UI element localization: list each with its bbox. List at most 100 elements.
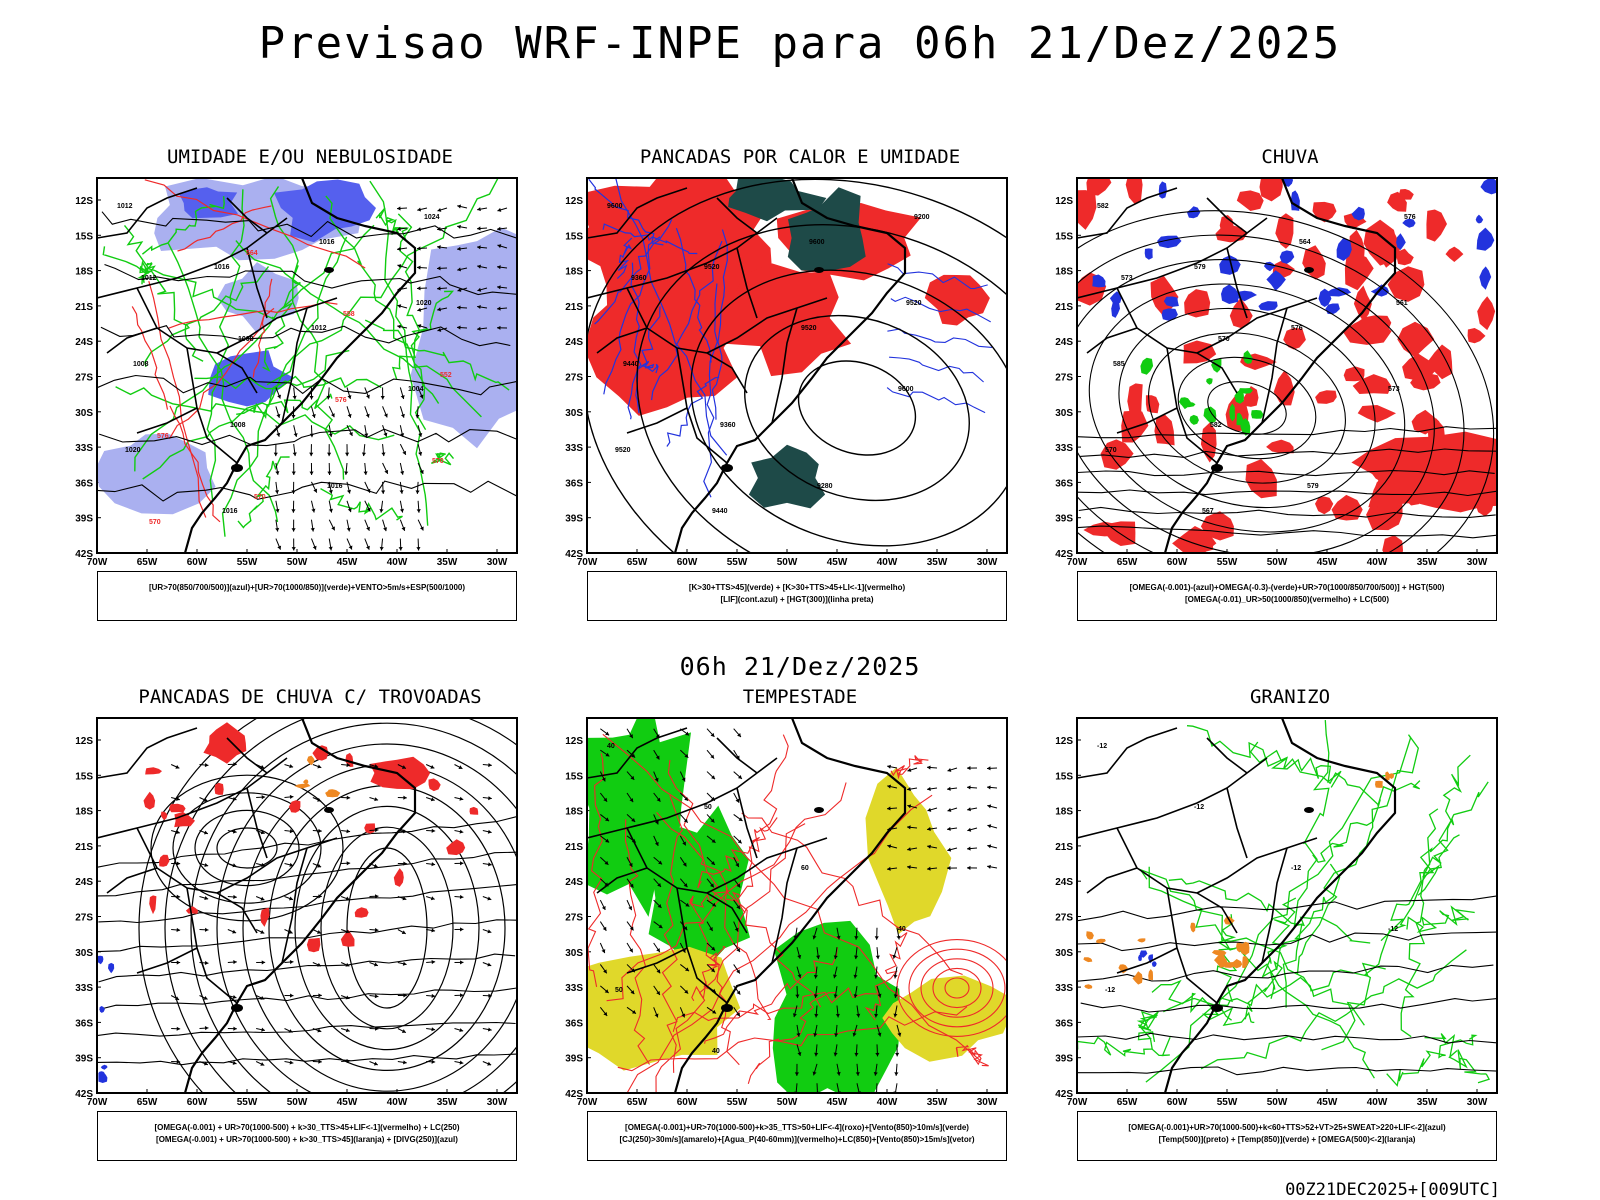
lat-tick-label: 27S [75, 373, 93, 384]
lat-tick-label: 24S [565, 877, 583, 888]
lat-tick-label: 30S [75, 408, 93, 419]
legend-text: [CJ(250)>30m/s](amarelo)+[Agua_P(40-60mm… [619, 1135, 975, 1144]
contour-label: 1004 [408, 386, 424, 393]
contour-label: 9440 [712, 508, 728, 515]
lat-tick-label: 42S [75, 549, 93, 560]
legend-text: [OMEGA(-0.001)+UR>70(1000-500)+k>35_TTS>… [625, 1123, 969, 1132]
contour-label: 576 [1404, 214, 1416, 221]
contour-label: 570 [1105, 447, 1117, 454]
lon-tick-label: 70W [87, 557, 108, 568]
legend-text: [UR>70(850/700/500)](azul)+[UR>70(1000/8… [148, 583, 466, 592]
map-content: 40 50 60 40 50 40 [587, 718, 1007, 1093]
contour-label: 1012 [141, 275, 157, 282]
legend-text: [OMEGA(-0.001) + UR>70(1000-500) + k>30_… [156, 1135, 458, 1144]
main-title: Previsao WRF-INPE para 06h 21/Dez/2025 [258, 18, 1342, 69]
lat-tick-label: 42S [1055, 1089, 1073, 1100]
contour-label: 576 [335, 397, 347, 404]
lat-tick-label: 12S [75, 196, 93, 207]
lat-tick-label: 12S [1055, 736, 1073, 747]
lon-tick-label: 30W [487, 1097, 508, 1108]
contour-label: 576 [157, 433, 169, 440]
contour-label: 40 [898, 926, 906, 933]
lon-tick-label: 45W [337, 557, 358, 568]
lat-tick-label: 18S [75, 807, 93, 818]
panel-title: CHUVA [1261, 146, 1319, 168]
legend-box: [K>30+TTS>45](verde) + [K>30+TTS>45+LI<-… [587, 571, 1007, 621]
lon-tick-label: 65W [137, 1097, 158, 1108]
lon-tick-label: 45W [1317, 557, 1338, 568]
lat-tick-label: 33S [565, 983, 583, 994]
map-content [97, 718, 517, 1093]
lat-tick-label: 18S [1055, 267, 1073, 278]
contour-label: 564 [246, 250, 258, 257]
lat-tick-label: 36S [75, 1018, 93, 1029]
contour-label: 1008 [133, 361, 149, 368]
contour-label: 1012 [311, 325, 327, 332]
contour-label: 40 [712, 1048, 720, 1055]
lat-tick-label: 39S [1055, 1054, 1073, 1065]
lat-tick-label: 30S [1055, 948, 1073, 959]
lat-tick-label: 18S [565, 267, 583, 278]
lon-tick-label: 60W [187, 1097, 208, 1108]
contour-label: 40 [607, 743, 615, 750]
contour-label: 579 [1307, 483, 1319, 490]
lon-tick-label: 45W [827, 1097, 848, 1108]
contour-label: -12 [1388, 926, 1398, 933]
contour-label: 1020 [416, 300, 432, 307]
lon-tick-label: 70W [1067, 557, 1088, 568]
lat-tick-label: 33S [1055, 443, 1073, 454]
panel-trovoadas: 12S 15S 18S 21S 24S 27S 30S 33S 36S 39S 42S 70W 65W 6… [75, 686, 545, 1176]
lon-tick-label: 45W [827, 557, 848, 568]
map-content: 9600 9520 9520 9600 9520 9440 9600 9520 9440 9360… [587, 178, 1007, 553]
map-frame [1076, 177, 1498, 554]
lat-tick-label: 15S [565, 771, 583, 782]
lat-tick-label: 21S [1055, 302, 1073, 313]
panel-chuva: 12S 15S 18S 21S 24S 27S 30S 33S 36S 39S 42S 70W 65W 6… [1055, 146, 1525, 636]
panel-title: UMIDADE E/OU NEBULOSIDADE [167, 146, 453, 168]
lat-tick-label: 24S [565, 337, 583, 348]
contour-label: 1016 [327, 483, 343, 490]
lat-tick-label: 27S [75, 913, 93, 924]
lon-tick-label: 30W [977, 1097, 998, 1108]
lat-tick-label: 15S [1055, 771, 1073, 782]
panel-umidade: 12S 15S 18S 21S 24S 27S 30S 33S 36S 39S 42S 70W 65W 6… [75, 146, 545, 636]
lon-tick-label: 50W [1267, 1097, 1288, 1108]
contour-label: 585 [1113, 361, 1125, 368]
lat-tick-label: 21S [75, 302, 93, 313]
lat-tick-label: 36S [1055, 478, 1073, 489]
contour-label: 9360 [720, 422, 736, 429]
lat-tick-label: 18S [1055, 807, 1073, 818]
contour-label: 1024 [424, 214, 440, 221]
contour-label: 9200 [914, 214, 930, 221]
panel-granizo: 12S 15S 18S 21S 24S 27S 30S 33S 36S 39S 42S 70W 65W 6… [1055, 686, 1525, 1176]
lat-tick-label: 21S [75, 842, 93, 853]
legend-text: [Temp(500)](preto) + [Temp(850)](verde) … [1158, 1135, 1416, 1144]
lat-tick-label: 21S [565, 842, 583, 853]
contour-label: 9360 [631, 275, 647, 282]
lon-tick-label: 55W [727, 1097, 748, 1108]
contour-label: 1016 [214, 264, 230, 271]
lat-tick-label: 24S [75, 337, 93, 348]
lat-tick-label: 27S [565, 373, 583, 384]
lat-tick-label: 15S [75, 231, 93, 242]
legend-box: [OMEGA(-0.001)-(azul)+OMEGA(-0.3)-(verde… [1077, 571, 1497, 621]
lon-tick-label: 50W [777, 1097, 798, 1108]
contour-label: 558 [343, 311, 355, 318]
lat-tick-label: 24S [75, 877, 93, 888]
lat-tick-label: 36S [1055, 1018, 1073, 1029]
lon-tick-label: 70W [87, 1097, 108, 1108]
contour-label: 579 [1194, 264, 1206, 271]
map-content: -12 -12 -12 -12 -12 [1077, 718, 1497, 1093]
lon-tick-label: 35W [1417, 557, 1438, 568]
lon-tick-label: 35W [437, 557, 458, 568]
contour-label: 9440 [623, 361, 639, 368]
lon-tick-label: 60W [187, 557, 208, 568]
lon-tick-label: 45W [1317, 1097, 1338, 1108]
lat-tick-label: 36S [75, 478, 93, 489]
map-frame [1076, 717, 1498, 1094]
